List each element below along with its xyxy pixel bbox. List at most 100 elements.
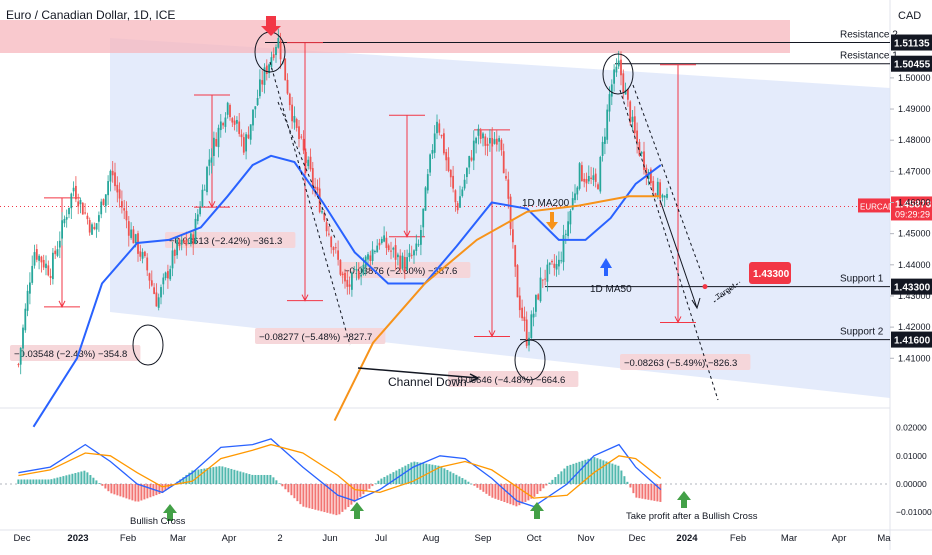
x-tick-label: Mar: [781, 533, 797, 544]
macd-histogram-bar: [95, 480, 98, 484]
candle-body: [539, 277, 542, 302]
macd-histogram-bar: [464, 479, 467, 484]
candle-body: [270, 57, 273, 67]
level-label: Support 2: [840, 327, 884, 338]
price-scale-panel[interactable]: [890, 0, 932, 550]
candle-body: [353, 269, 356, 271]
macd-histogram-bar: [59, 476, 62, 484]
x-tick-label: Ma: [877, 533, 891, 544]
candle-body: [222, 123, 225, 126]
candle-body: [512, 229, 514, 243]
candle-body: [305, 151, 307, 164]
macd-histogram-bar: [320, 483, 323, 512]
channel-label: Channel Down: [388, 375, 467, 389]
measure-arrow: [301, 294, 309, 302]
turning-point-circle: [602, 53, 634, 95]
candle-body: [125, 210, 128, 221]
candle-body: [502, 151, 505, 174]
candle-body: [633, 116, 636, 134]
candle-body: [362, 264, 365, 275]
candle-body: [144, 251, 146, 257]
candle-body: [236, 119, 238, 124]
measure-label-bg: [165, 232, 296, 248]
macd-histogram-bar: [542, 483, 545, 489]
candle-body: [468, 156, 471, 168]
currency-label[interactable]: CAD: [898, 10, 922, 22]
macd-histogram-bar: [161, 483, 164, 493]
candle-body: [17, 364, 20, 366]
macd-histogram-bar: [206, 468, 209, 484]
y-tick-label: 1.46000: [898, 198, 931, 208]
candle-body: [417, 244, 420, 246]
candle-body: [523, 316, 526, 322]
macd-histogram-bar: [263, 474, 266, 484]
macd-histogram-bar: [647, 483, 650, 500]
bullish-cross-arrow-icon: [530, 502, 544, 519]
macd-histogram-bar: [602, 460, 605, 484]
candle-body: [272, 54, 275, 58]
macd-histogram-bar: [488, 483, 491, 496]
candle-body: [47, 265, 50, 276]
macd-histogram-bar: [386, 475, 389, 484]
candle-body: [24, 308, 27, 331]
y-tick-label: 1.47000: [898, 166, 931, 176]
symbol-tag: [858, 198, 890, 213]
candle-body: [286, 79, 289, 94]
macd-histogram-bar: [314, 483, 317, 510]
candle-body: [387, 245, 390, 251]
candle-body: [183, 240, 185, 243]
candle-body: [95, 223, 98, 230]
macd-histogram-bar: [341, 483, 344, 512]
candle-body: [130, 229, 133, 238]
candle-body: [217, 127, 220, 148]
y-tick-label: 1.48000: [898, 135, 931, 145]
macd-histogram-bar: [272, 477, 275, 484]
macd-histogram-bar: [482, 483, 485, 492]
candle-body: [84, 212, 87, 214]
candle-body: [392, 247, 395, 250]
candle-body: [422, 208, 425, 228]
measure-arrow: [674, 316, 682, 324]
macd-histogram-bar: [302, 483, 305, 507]
macd-histogram-bar: [590, 457, 593, 484]
candle-body: [429, 154, 432, 173]
candle-body: [470, 157, 473, 161]
candle-body: [256, 98, 259, 106]
macd-histogram-bar: [500, 483, 503, 501]
candle-body: [507, 179, 510, 199]
candle-body: [45, 263, 47, 269]
macd-histogram-bar: [515, 483, 518, 507]
candle-body: [210, 157, 213, 163]
candle-body: [590, 177, 593, 179]
candle-body: [666, 194, 668, 198]
macd-histogram-bar: [68, 474, 71, 484]
y-tick-label: 1.44000: [898, 260, 931, 270]
macd-histogram-bar: [350, 483, 353, 505]
macd-histogram-bar: [452, 473, 455, 484]
macd-histogram-bar: [455, 474, 458, 484]
candle-body: [233, 120, 236, 125]
level-price-value: 1.43300: [894, 283, 931, 294]
candle-body: [479, 130, 482, 139]
candle-body: [208, 159, 211, 166]
candle-body: [169, 269, 172, 280]
candle-body: [486, 143, 489, 146]
candle-body: [268, 64, 271, 74]
target-dot: [702, 284, 708, 290]
last-price-value: 1.45873: [895, 199, 932, 210]
macd-histogram-bar: [317, 483, 320, 511]
macd-histogram-bar: [593, 457, 596, 484]
macd-histogram-bar: [656, 483, 659, 502]
candle-body: [176, 239, 179, 256]
candle-body: [509, 196, 512, 229]
channel-arrow: [357, 367, 480, 383]
macd-histogram-bar: [440, 466, 443, 484]
macd-histogram-bar: [62, 476, 65, 484]
target-connector: [713, 281, 741, 303]
candle-body: [213, 137, 215, 156]
candle-body: [500, 139, 503, 151]
macd-histogram-bar: [629, 483, 632, 488]
candle-body: [438, 123, 441, 133]
macd-histogram-bar: [416, 462, 419, 484]
